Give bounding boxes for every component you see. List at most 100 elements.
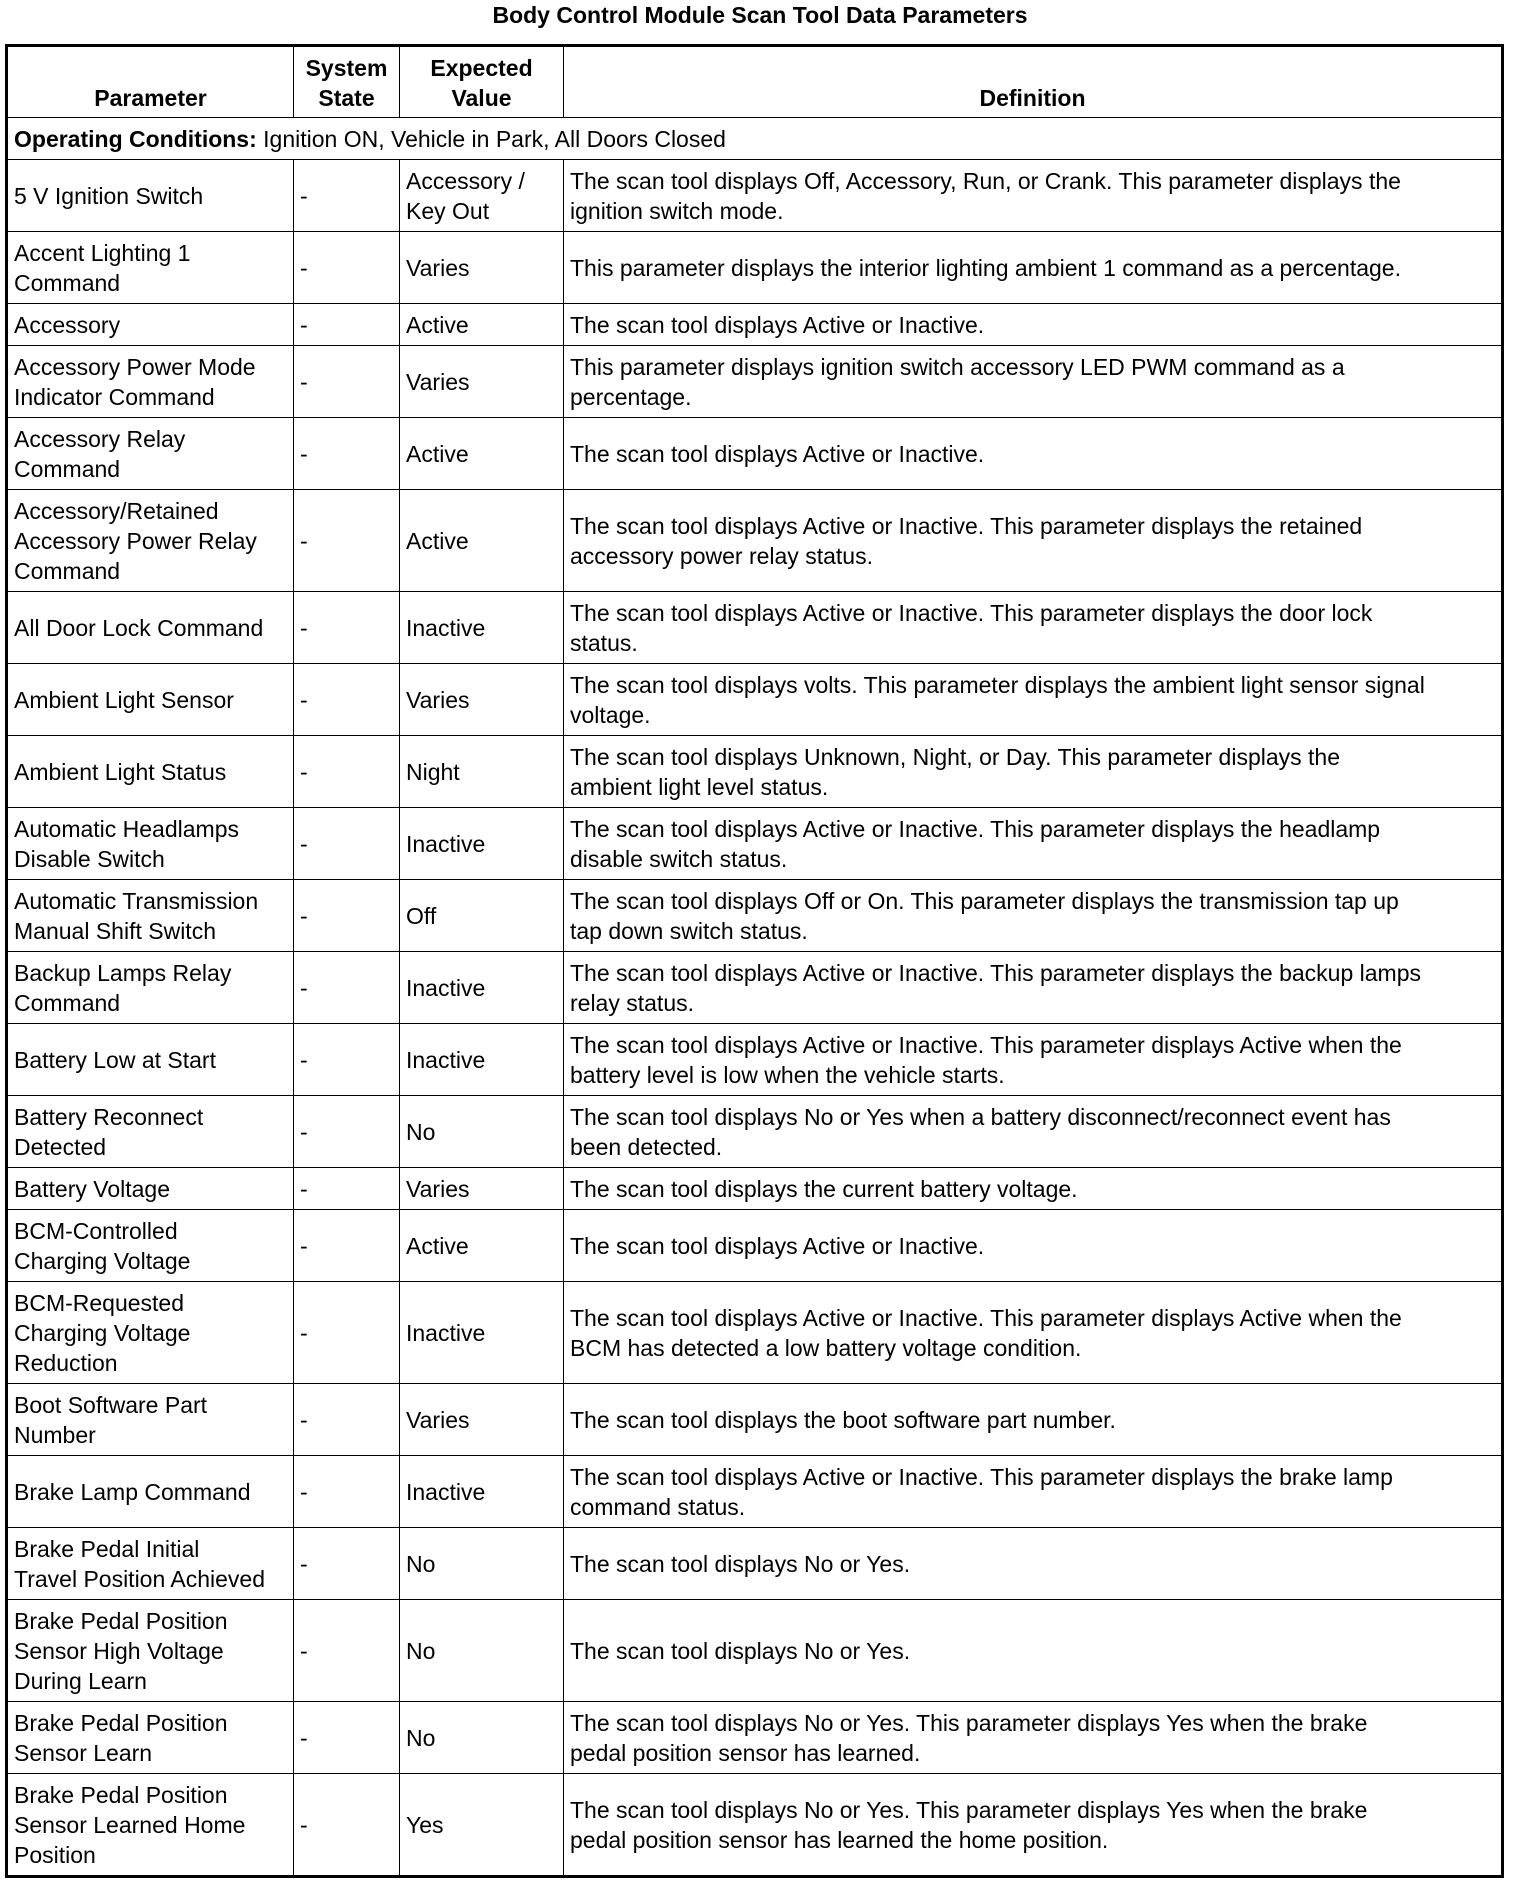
parameter-cell: Battery Low at Start	[6, 1023, 294, 1096]
definition-cell: The scan tool displays No or Yes. This p…	[563, 1773, 1503, 1877]
system-state-cell: -	[293, 1383, 400, 1456]
parameter-cell: Battery Reconnect Detected	[6, 1095, 294, 1168]
parameter-cell: Ambient Light Status	[6, 735, 294, 808]
expected-value-cell: No	[399, 1599, 564, 1702]
expected-value-cell: Yes	[399, 1773, 564, 1877]
system-state-cell: -	[293, 1281, 400, 1384]
definition-cell: The scan tool displays the current batte…	[563, 1167, 1503, 1210]
document-title: Body Control Module Scan Tool Data Param…	[492, 2, 1028, 28]
table-row: Accent Lighting 1 Command - Varies This par…	[6, 231, 1503, 304]
expected-value-cell: Active	[399, 489, 564, 592]
table-row: Brake Pedal Position Sensor Learned Home…	[6, 1773, 1503, 1877]
expected-value-cell: Varies	[399, 663, 564, 736]
definition-cell: The scan tool displays Active or Inactiv…	[563, 489, 1503, 592]
system-state-cell: -	[293, 951, 400, 1024]
parameter-cell: Accent Lighting 1 Command	[6, 231, 294, 304]
parameter-cell: Battery Voltage	[6, 1167, 294, 1210]
table-row: Accessory Relay Command - Active The scan t…	[6, 417, 1503, 490]
table-row: Battery Voltage - Varies The scan tool disp…	[6, 1167, 1503, 1210]
system-state-cell: -	[293, 417, 400, 490]
definition-cell: The scan tool displays Active or Inactiv…	[563, 1209, 1503, 1282]
parameter-cell: Accessory Power Mode Indicator Command	[6, 345, 294, 418]
definition-cell: The scan tool displays volts. This param…	[563, 663, 1503, 736]
table-row: Ambient Light Sensor - Varies The scan tool…	[6, 663, 1503, 736]
expected-value-cell: Active	[399, 417, 564, 490]
definition-cell: The scan tool displays Off, Accessory, R…	[563, 159, 1503, 232]
expected-value-cell: Varies	[399, 231, 564, 304]
expected-value-cell: Off	[399, 879, 564, 952]
table-row: Backup Lamps Relay Command - Inactive The s…	[6, 951, 1503, 1024]
parameter-cell: All Door Lock Command	[6, 591, 294, 664]
parameter-cell: Brake Pedal Position Sensor Learn	[6, 1701, 294, 1774]
parameter-cell: Ambient Light Sensor	[6, 663, 294, 736]
expected-value-cell: Night	[399, 735, 564, 808]
system-state-cell: -	[293, 1095, 400, 1168]
header-expected-value: Expected Value	[399, 45, 564, 118]
system-state-cell: -	[293, 1209, 400, 1282]
table-row: Accessory Power Mode Indicator Command - V…	[6, 345, 1503, 418]
table-row: Brake Lamp Command - Inactive The scan tool…	[6, 1455, 1503, 1528]
header-row: Parameter System State Expected Value De…	[6, 45, 1503, 118]
parameters-table: Parameter System State Expected Value De…	[5, 44, 1504, 1878]
table-row: Ambient Light Status - Night The scan tool …	[6, 735, 1503, 808]
system-state-cell: -	[293, 231, 400, 304]
expected-value-cell: Inactive	[399, 1455, 564, 1528]
table-row: 5 V Ignition Switch - Accessory / Key Out T…	[6, 159, 1503, 232]
definition-cell: The scan tool displays No or Yes.	[563, 1599, 1503, 1702]
system-state-cell: -	[293, 735, 400, 808]
system-state-cell: -	[293, 663, 400, 736]
system-state-cell: -	[293, 1023, 400, 1096]
table-row: Brake Pedal Position Sensor High Voltage…	[6, 1599, 1503, 1702]
table-row: Automatic Headlamps Disable Switch - Inact…	[6, 807, 1503, 880]
table-row: Accessory/Retained Accessory Power Relay…	[6, 489, 1503, 592]
definition-cell: The scan tool displays No or Yes.	[563, 1527, 1503, 1600]
table-row: Boot Software Part Number - Varies The scan…	[6, 1383, 1503, 1456]
system-state-cell: -	[293, 345, 400, 418]
operating-conditions-label: Operating Conditions:	[14, 126, 257, 152]
definition-cell: The scan tool displays Active or Inactiv…	[563, 1281, 1503, 1384]
expected-value-cell: No	[399, 1095, 564, 1168]
table-row: Accessory - Active The scan tool displays A…	[6, 303, 1503, 346]
definition-cell: The scan tool displays Active or Inactiv…	[563, 591, 1503, 664]
expected-value-cell: Varies	[399, 1167, 564, 1210]
system-state-cell: -	[293, 1167, 400, 1210]
definition-cell: The scan tool displays Active or Inactiv…	[563, 303, 1503, 346]
table-row: Brake Pedal Position Sensor Learn - No The …	[6, 1701, 1503, 1774]
parameter-cell: BCM-Requested Charging Voltage Reduction	[6, 1281, 294, 1384]
parameter-cell: Brake Pedal Position Sensor Learned Home…	[6, 1773, 294, 1877]
system-state-cell: -	[293, 1527, 400, 1600]
definition-cell: The scan tool displays Unknown, Night, o…	[563, 735, 1503, 808]
header-parameter: Parameter	[6, 45, 294, 118]
table-row: BCM-Controlled Charging Voltage - Active Th…	[6, 1209, 1503, 1282]
expected-value-cell: Inactive	[399, 1023, 564, 1096]
operating-conditions-row: Operating Conditions: Ignition ON, Vehic…	[6, 117, 1503, 160]
system-state-cell: -	[293, 591, 400, 664]
parameter-cell: Backup Lamps Relay Command	[6, 951, 294, 1024]
table-row: Brake Pedal Initial Travel Position Achi…	[6, 1527, 1503, 1600]
expected-value-cell: Varies	[399, 1383, 564, 1456]
definition-cell: The scan tool displays Active or Inactiv…	[563, 807, 1503, 880]
header-definition: Definition	[563, 45, 1503, 118]
expected-value-cell: Inactive	[399, 591, 564, 664]
expected-value-cell: Varies	[399, 345, 564, 418]
definition-cell: The scan tool displays the boot software…	[563, 1383, 1503, 1456]
expected-value-cell: Accessory / Key Out	[399, 159, 564, 232]
parameter-cell: Brake Lamp Command	[6, 1455, 294, 1528]
definition-cell: This parameter displays ignition switch …	[563, 345, 1503, 418]
parameter-cell: Accessory	[6, 303, 294, 346]
expected-value-cell: Inactive	[399, 951, 564, 1024]
parameter-cell: 5 V Ignition Switch	[6, 159, 294, 232]
expected-value-cell: Inactive	[399, 1281, 564, 1384]
expected-value-cell: No	[399, 1527, 564, 1600]
table-row: BCM-Requested Charging Voltage Reduction…	[6, 1281, 1503, 1384]
table-row: Battery Low at Start - Inactive The scan to…	[6, 1023, 1503, 1096]
definition-cell: The scan tool displays No or Yes when a …	[563, 1095, 1503, 1168]
parameter-cell: Accessory Relay Command	[6, 417, 294, 490]
parameter-cell: Brake Pedal Initial Travel Position Achi…	[6, 1527, 294, 1600]
definition-cell: The scan tool displays Active or Inactiv…	[563, 417, 1503, 490]
parameter-cell: Automatic Transmission Manual Shift Swit…	[6, 879, 294, 952]
table-row: Battery Reconnect Detected - No The scan to…	[6, 1095, 1503, 1168]
header-system-state: System State	[293, 45, 400, 118]
parameter-cell: Automatic Headlamps Disable Switch	[6, 807, 294, 880]
system-state-cell: -	[293, 1455, 400, 1528]
